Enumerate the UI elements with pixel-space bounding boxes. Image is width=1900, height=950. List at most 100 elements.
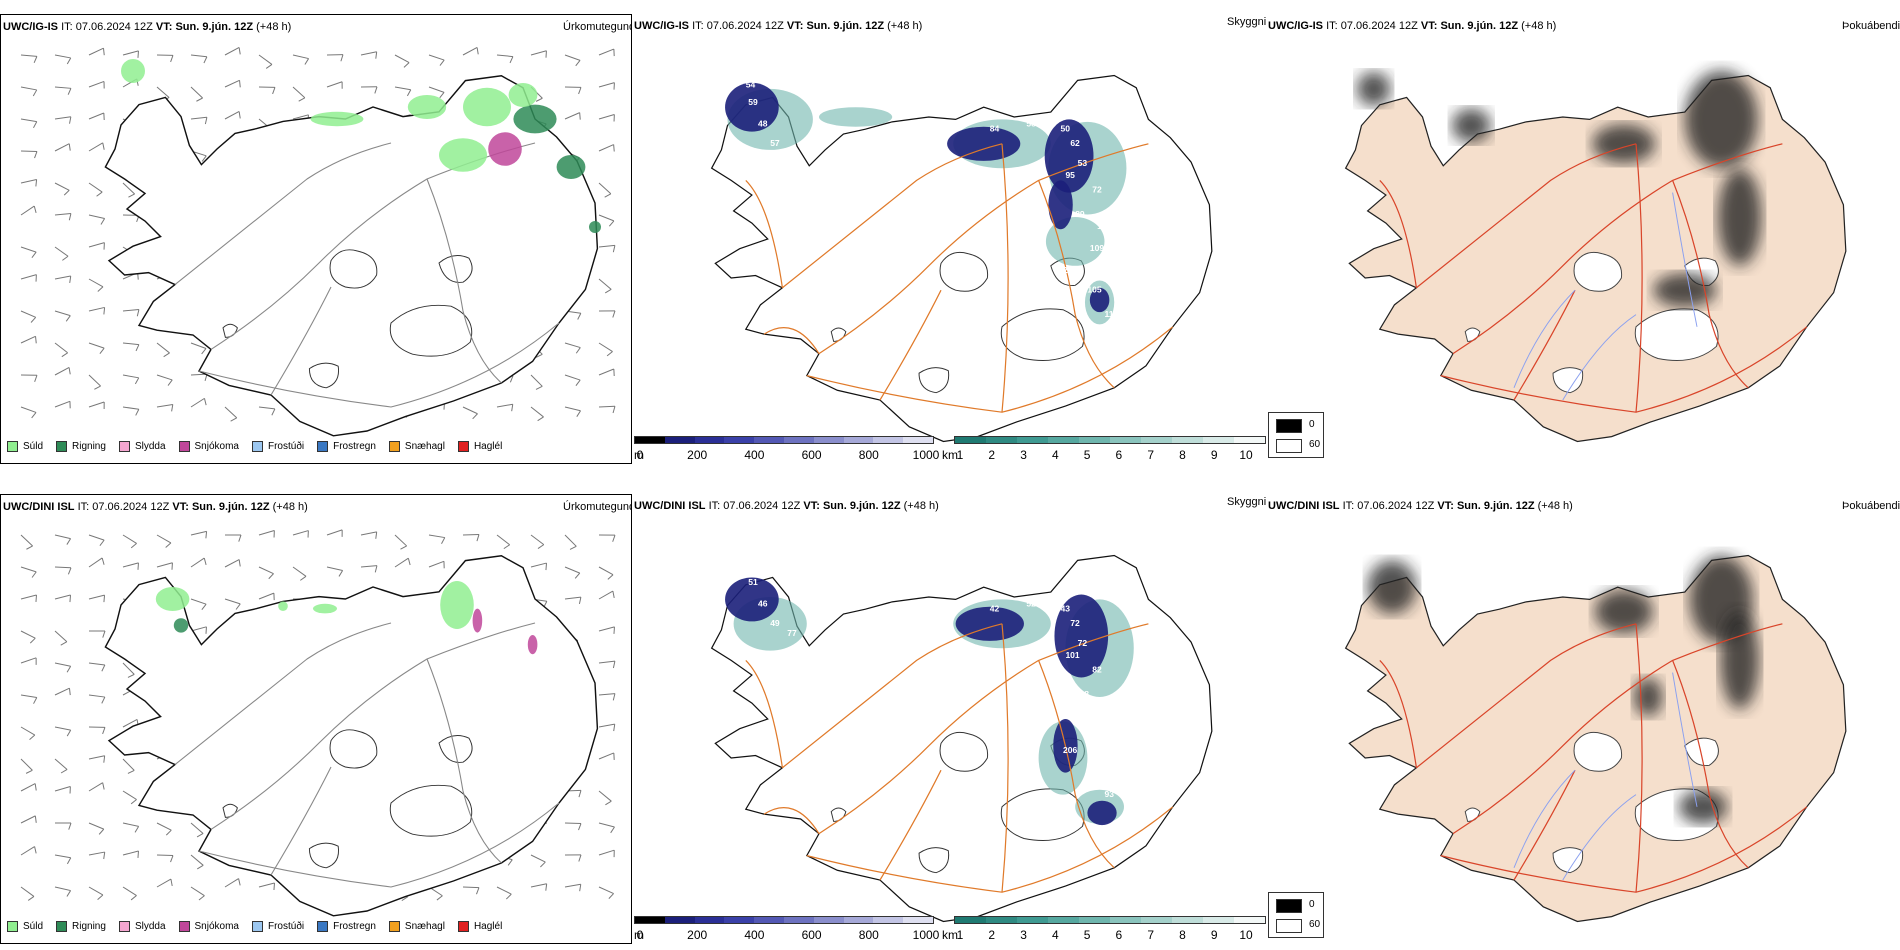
glacier-outline [389,304,473,357]
road [818,143,1149,355]
wind-barb-tick [575,347,581,354]
fog-map-bottom [1344,554,1847,923]
precip-area [439,138,488,172]
wind-barb-tick [375,531,378,539]
legend-swatch [317,441,329,452]
wind-barb [20,86,37,91]
wind-barb [54,630,68,643]
glacier-outline [939,251,989,292]
wind-barb-tick [66,666,72,673]
wind-barb-tick [201,155,207,162]
road [1379,659,1418,768]
wind-barb [190,397,205,408]
colorbar-bin [843,437,874,443]
wind-barb-tick [476,534,480,542]
wind-barb [122,758,135,771]
wind-barb [258,406,275,410]
fog-key-value: 0 [1309,899,1315,910]
wind-barb [88,662,105,666]
wind-barb [224,79,240,88]
glacier-outline [1552,367,1584,394]
wind-barb [564,112,580,120]
wind-barb-tick [340,54,344,62]
precip-area [310,111,364,127]
wind-barb [496,54,513,58]
wind-barb [258,566,274,575]
iceland-map [1344,554,1847,923]
colorbar-bin [955,917,986,923]
visibility-panel-bottom: 54 51 46 49 77 42 52 43 72 72 101 82 118 114 18 206 2 93 … [632,494,1266,944]
wind-barb [54,275,71,280]
colorbar-bin [783,437,814,443]
wind-barb-tick [130,799,137,805]
colorbar-tick: 9 [1210,448,1218,462]
wind-barb-tick [134,826,140,833]
colorbar-tick: 4 [1051,448,1059,462]
precip-area [527,635,538,655]
wind-barb [88,278,104,288]
fog-key: 0 60 [1268,412,1324,458]
legend-label: Snjókoma [194,441,239,452]
colorbar-tick: 9 [1210,928,1218,942]
precip-area [556,155,586,179]
precip-area [121,59,145,83]
fog-key: 0 60 [1268,892,1324,938]
wind-barb-tick [66,729,72,737]
colorbar-tick: 10 [1239,448,1253,462]
visibility-value-label: 59 [748,97,758,107]
wind-barb [530,562,547,568]
visibility-value-label: 82 [1092,665,1102,675]
wind-barb [54,182,70,191]
wind-barb-tick [198,895,205,901]
wind-barb-tick [238,534,242,542]
wind-barb-tick [203,56,208,64]
wind-barb-tick [441,537,446,544]
wind-barb [20,630,36,639]
wind-barb-tick [201,603,207,611]
fog-area [1720,611,1760,710]
visibility-value-label: 42 [990,604,1000,614]
wind-barb-tick [612,245,616,253]
fog-panel-top: UWC/IG-IS IT: 07.06.2024 12Z VT: Sun. 9.… [1266,14,1900,464]
wind-barb [564,406,581,412]
glacier-outline [918,847,950,874]
visibility-value-label: 2 [1087,765,1092,775]
wind-barb [122,790,137,800]
wind-barb-tick [545,883,548,891]
visibility-value-label: 105 [1087,285,1101,295]
legend-item: Snjókoma [178,921,239,932]
wind-barb-tick [304,58,310,65]
low-ceiling-area [947,126,1021,161]
colorbar-bin [694,437,725,443]
colorbar-unit: m [634,448,644,462]
colorbar-strip [634,436,934,444]
river [1513,289,1576,388]
fog-key-value: 0 [1309,419,1315,430]
wind-barb-tick [29,637,36,644]
colorbar-bin [1048,917,1079,923]
legend-item: Frostregn [317,441,376,452]
colorbar-bin [1048,437,1079,443]
wind-barb [88,694,105,698]
wind-barb [88,142,104,152]
legend-item: Slydda [118,921,166,932]
wind-barb-tick [163,352,170,358]
wind-barb-tick [578,87,582,95]
wind-barb [54,566,72,569]
wind-barb [20,815,36,824]
wind-barb [598,244,615,248]
colorbar-bin [1017,917,1048,923]
roads [745,143,1174,413]
wind-barb-tick [62,255,69,261]
visibility-value-label: 12 [1097,221,1107,231]
legend-item: Haglél [457,921,502,932]
wind-barb-tick [612,534,616,542]
row-header: UWC/DINI ISL IT: 07.06.2024 12Z VT: Sun.… [634,500,939,512]
visibility-value-label: 52 [1026,599,1036,609]
precip-area [472,608,483,633]
visibility-value-label: 95 [1065,170,1075,180]
wind-barb-tick [99,539,105,546]
wind-barb [224,111,240,120]
wind-barb-tick [65,315,71,322]
